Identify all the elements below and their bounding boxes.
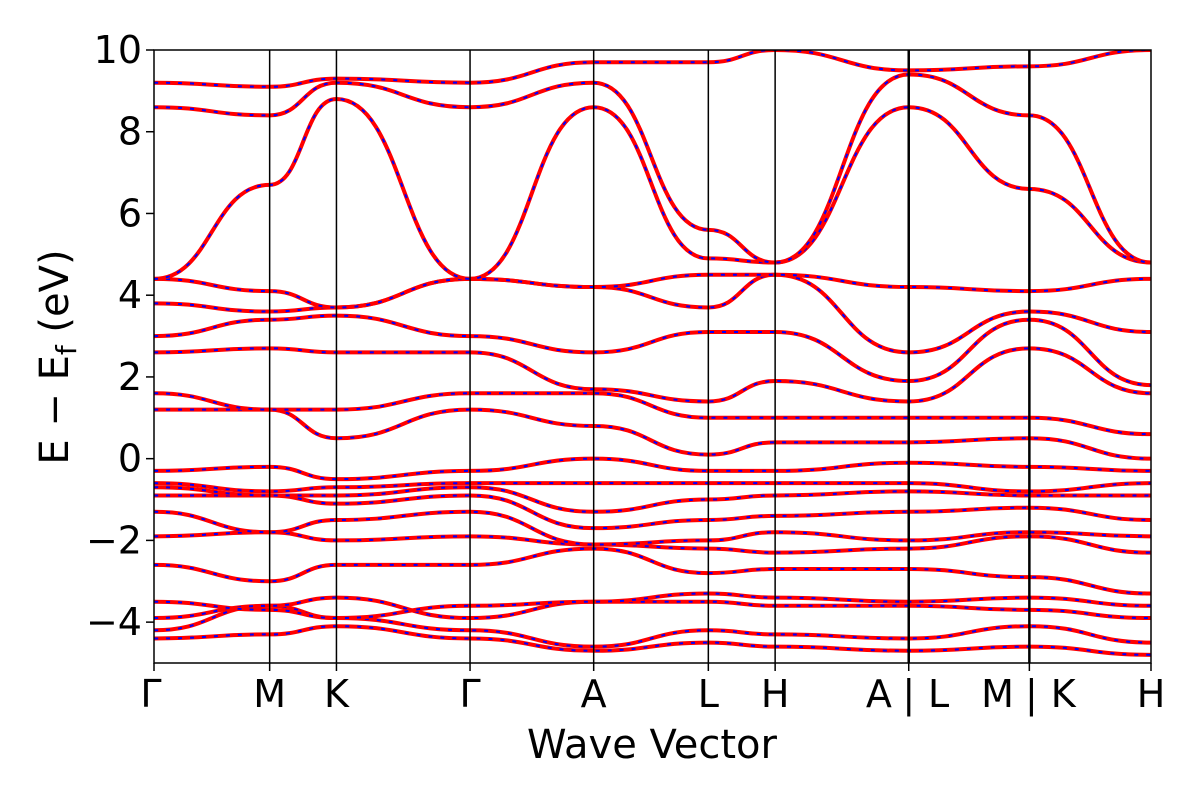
x-tick-label: H: [761, 672, 790, 716]
x-tick-label: L: [928, 672, 949, 716]
band-16-dashed: [154, 273, 1151, 354]
x-tick-label: K: [324, 672, 350, 716]
high-symmetry-lines: [268, 50, 1031, 663]
y-tick-label: −4: [86, 600, 142, 644]
band-5-dashed: [154, 547, 1151, 595]
y-axis-title-subscript: f: [50, 344, 83, 355]
x-tick-label: A: [866, 672, 892, 716]
band-17-dashed: [154, 273, 1151, 309]
x-tick-label: M: [253, 672, 286, 716]
x-axis-ticks: Γ M K Γ A L H A | L M | K H: [140, 663, 1165, 717]
y-tick-label: 2: [118, 355, 142, 399]
y-tick-label: −2: [86, 518, 142, 562]
y-tick-label: 4: [118, 273, 142, 317]
band-8-dashed: [154, 494, 1151, 530]
x-axis-title: Wave Vector: [527, 722, 778, 768]
y-tick-label: 8: [118, 110, 142, 154]
y-axis-title-main: E − E: [32, 355, 78, 465]
x-tick-label: K: [1051, 672, 1077, 716]
band-3-dashed: [154, 596, 1151, 620]
x-tick-label: H: [1137, 672, 1166, 716]
x-tick-label: |: [1025, 672, 1038, 717]
x-tick-label: Γ: [459, 672, 480, 716]
y-tick-label: 10: [94, 28, 142, 72]
band-6-dashed: [154, 531, 1151, 554]
y-axis-title-unit: (eV): [32, 249, 78, 345]
x-tick-label: L: [698, 672, 719, 716]
band-12-dashed: [154, 408, 1151, 460]
x-tick-label: M: [981, 672, 1014, 716]
y-tick-label: 0: [118, 437, 142, 481]
y-tick-label: 6: [118, 191, 142, 235]
band-11-dashed: [154, 457, 1151, 481]
band-19-solid: [154, 72, 1151, 265]
band-13-dashed: [154, 392, 1151, 436]
plot-frame: [153, 49, 1152, 664]
band-14-solid: [154, 346, 1151, 404]
x-tick-label: A: [581, 672, 607, 716]
band-9-solid: [154, 485, 1151, 514]
band-7-solid: [154, 509, 1151, 547]
y-axis-title: E − Ef (eV): [32, 249, 83, 464]
band-20-dashed: [154, 50, 1151, 88]
x-tick-label: Γ: [140, 672, 161, 716]
band-18-solid: [154, 97, 1151, 281]
band-10-solid: [154, 481, 1151, 494]
band-4-dashed: [154, 592, 1151, 620]
band-15-solid: [154, 313, 1151, 388]
y-axis-ticks: −4 −2 0 2 4 6 8 10: [86, 28, 154, 644]
band-1-dashed: [154, 625, 1151, 656]
band-lines: [154, 50, 1151, 657]
x-tick-label: |: [902, 672, 915, 717]
